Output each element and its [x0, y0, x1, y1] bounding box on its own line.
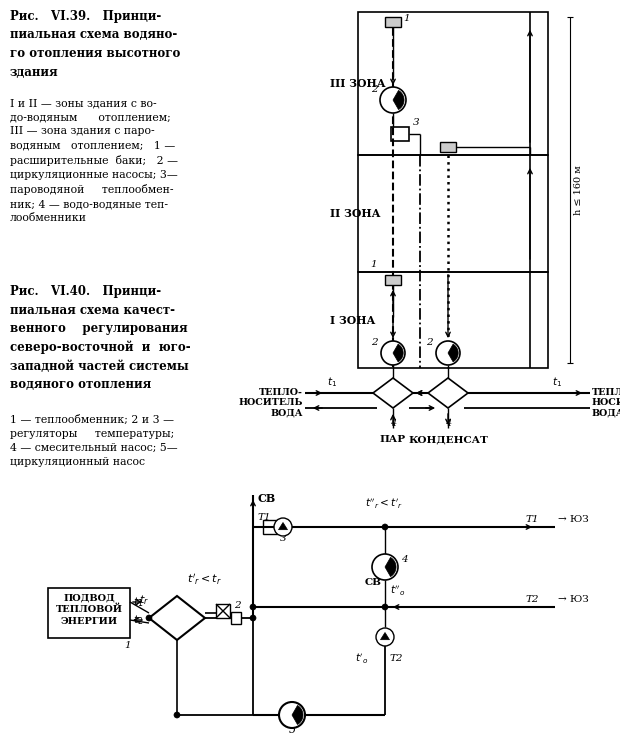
Bar	[391, 127, 409, 141]
Text: T1: T1	[258, 514, 272, 523]
Bar	[48, 588, 130, 638]
Text: 3: 3	[413, 118, 420, 127]
Text: 5: 5	[288, 725, 296, 735]
Bar	[385, 17, 401, 27]
Text: $t_r$: $t_r$	[139, 593, 149, 607]
Bar	[358, 12, 548, 155]
Text: 1: 1	[370, 260, 376, 269]
Text: 2: 2	[371, 338, 378, 347]
Text: $t''_o$: $t''_o$	[390, 584, 405, 598]
Circle shape	[436, 341, 460, 365]
Circle shape	[382, 604, 388, 610]
Bar	[263, 520, 277, 534]
Circle shape	[381, 341, 405, 365]
Polygon shape	[393, 344, 403, 362]
Circle shape	[376, 628, 394, 646]
Bar	[440, 142, 456, 152]
Text: 4: 4	[401, 555, 407, 564]
Polygon shape	[278, 523, 288, 529]
Bar	[385, 275, 401, 285]
Text: 1: 1	[403, 14, 410, 23]
Circle shape	[380, 87, 406, 113]
Text: СВ: СВ	[257, 493, 275, 504]
Text: III ЗОНА: III ЗОНА	[330, 78, 386, 89]
Text: ПОДВОД
ТЕПЛОВОЙ
ЭНЕРГИИ: ПОДВОД ТЕПЛОВОЙ ЭНЕРГИИ	[56, 593, 123, 626]
Polygon shape	[393, 90, 404, 110]
Text: 4: 4	[390, 419, 396, 428]
Polygon shape	[385, 557, 396, 577]
Text: I и II — зоны здания с во-
до-водяным      отоплением;
III — зона здания с паро-: I и II — зоны здания с во- до-водяным от…	[10, 98, 178, 223]
Text: 4: 4	[445, 419, 451, 428]
Circle shape	[372, 554, 398, 580]
Polygon shape	[373, 378, 413, 408]
Text: $t_1$: $t_1$	[133, 595, 144, 609]
Text: h ≤ 160 м: h ≤ 160 м	[574, 165, 583, 215]
Text: ТЕПЛО-
НОСИТЕЛЬ
ВОДА: ТЕПЛО- НОСИТЕЛЬ ВОДА	[592, 388, 620, 418]
Text: T2: T2	[525, 595, 539, 604]
Text: $t_o$: $t_o$	[292, 710, 303, 723]
Polygon shape	[381, 632, 389, 640]
Polygon shape	[292, 705, 303, 724]
Text: ПАР: ПАР	[380, 435, 406, 444]
Circle shape	[250, 604, 256, 610]
Text: 1: 1	[125, 641, 131, 650]
Text: $t_2$: $t_2$	[133, 613, 143, 627]
Circle shape	[174, 712, 180, 718]
Text: T1: T1	[525, 515, 539, 524]
Circle shape	[146, 615, 152, 621]
Circle shape	[279, 702, 305, 728]
Text: T2: T2	[390, 654, 404, 663]
Circle shape	[382, 524, 388, 530]
Circle shape	[274, 518, 292, 536]
Text: 1: 1	[451, 143, 458, 152]
Text: 2: 2	[371, 85, 378, 94]
Text: Рис.   VI.39.   Принци-
пиальная схема водяно-
го отопления высотного
здания: Рис. VI.39. Принци- пиальная схема водян…	[10, 10, 180, 78]
Text: 2: 2	[426, 338, 433, 347]
Text: $t'_r < t_r$: $t'_r < t_r$	[187, 572, 222, 587]
Bar	[358, 272, 548, 368]
Text: II ЗОНА: II ЗОНА	[330, 208, 381, 219]
Text: Рис.   VI.40.   Принци-
пиальная схема качест-
венного    регулирования
северо-в: Рис. VI.40. Принци- пиальная схема качес…	[10, 285, 190, 391]
Bar	[358, 155, 548, 272]
Polygon shape	[448, 344, 458, 362]
Text: 2: 2	[234, 601, 241, 610]
Circle shape	[250, 615, 256, 621]
Text: → ЮЗ: → ЮЗ	[558, 595, 589, 604]
Text: → ЮЗ: → ЮЗ	[558, 515, 589, 524]
Text: $t''_r < t'_r$: $t''_r < t'_r$	[365, 496, 403, 511]
Polygon shape	[149, 596, 205, 640]
Text: $t_1$: $t_1$	[327, 375, 337, 389]
Text: 1 — теплообменник; 2 и 3 —
регуляторы     температуры;
4 — смесительный насос; 5: 1 — теплообменник; 2 и 3 — регуляторы те…	[10, 415, 177, 467]
Text: I ЗОНА: I ЗОНА	[330, 314, 375, 326]
Text: 3: 3	[280, 534, 286, 543]
Text: ТЕПЛО-
НОСИТЕЛЬ
ВОДА: ТЕПЛО- НОСИТЕЛЬ ВОДА	[239, 388, 303, 418]
Text: $t'_o$: $t'_o$	[355, 651, 368, 666]
Polygon shape	[428, 378, 468, 408]
Bar	[231, 612, 241, 624]
Text: $t_1$: $t_1$	[552, 375, 562, 389]
Text: СВ: СВ	[365, 578, 382, 587]
Text: КОНДЕНСАТ: КОНДЕНСАТ	[408, 435, 488, 444]
Bar	[216, 604, 230, 618]
